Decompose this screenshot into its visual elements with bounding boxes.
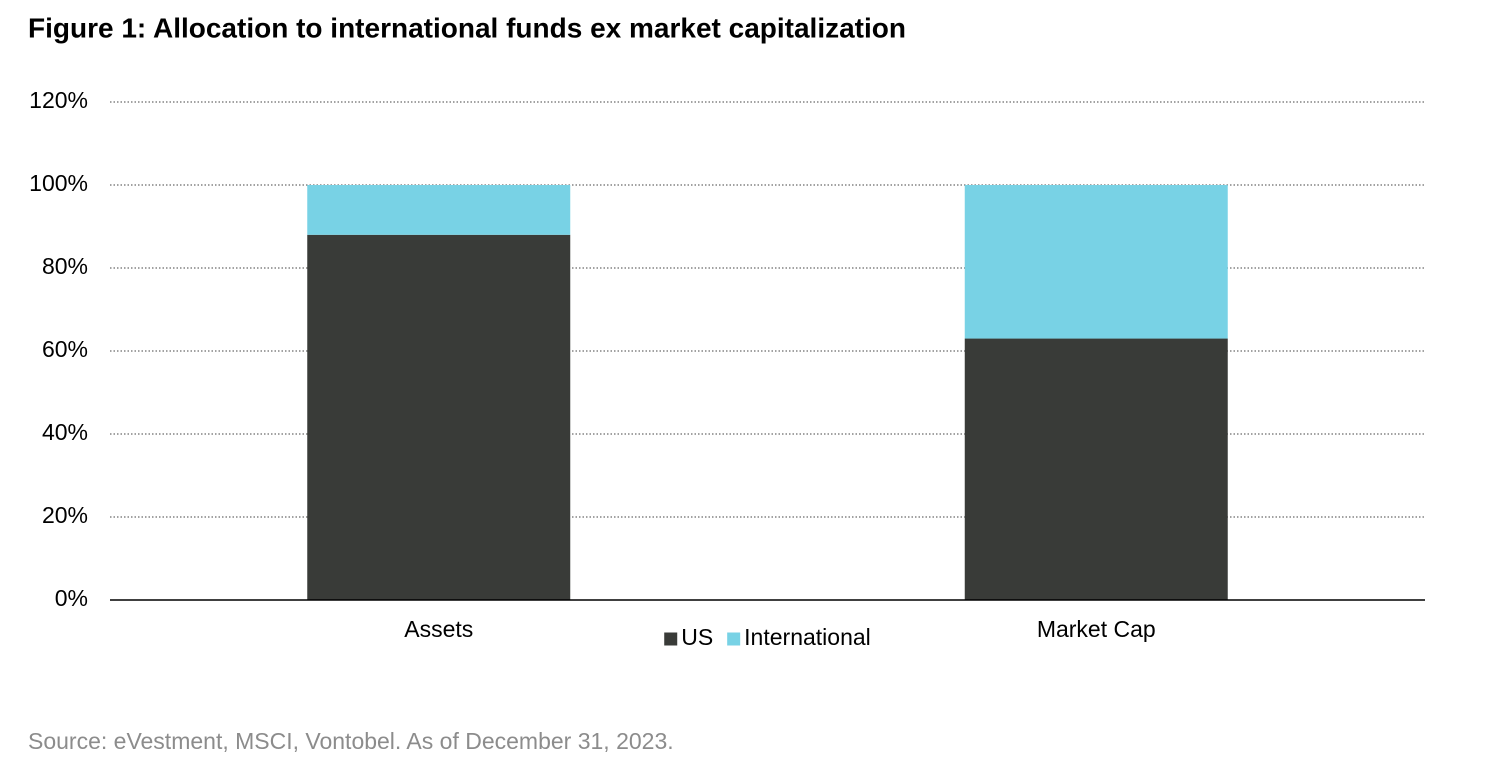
- x-tick-label: Assets: [404, 616, 473, 642]
- legend-label: US: [681, 624, 713, 650]
- y-tick-label: 100%: [29, 170, 88, 196]
- bar-segment: [964, 185, 1228, 339]
- legend-swatch: [664, 632, 678, 646]
- y-tick-label: 20%: [42, 502, 88, 528]
- bar-segment: [964, 338, 1228, 600]
- y-tick-label: 80%: [42, 253, 88, 279]
- bar-segment: [307, 185, 571, 235]
- chart-title: Figure 1: Allocation to international fu…: [28, 12, 906, 43]
- x-tick-label: Market Cap: [1037, 616, 1156, 642]
- y-tick-label: 120%: [29, 87, 88, 113]
- y-tick-label: 60%: [42, 336, 88, 362]
- legend-label: International: [744, 624, 871, 650]
- bar-segment: [307, 234, 571, 601]
- legend-swatch: [727, 632, 741, 646]
- y-tick-label: 0%: [55, 585, 88, 611]
- y-tick-label: 40%: [42, 419, 88, 445]
- source-note: Source: eVestment, MSCI, Vontobel. As of…: [28, 728, 674, 754]
